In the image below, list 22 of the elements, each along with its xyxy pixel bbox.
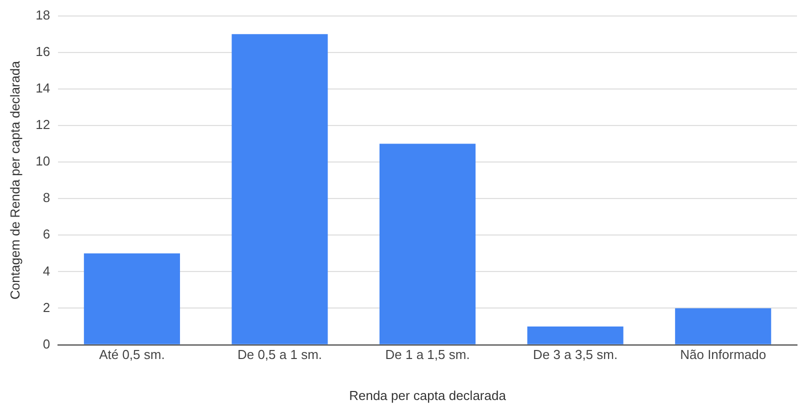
y-tick-label: 18 bbox=[36, 7, 50, 22]
y-tick-label: 2 bbox=[42, 300, 50, 315]
x-tick-label: Até 0,5 sm. bbox=[99, 347, 165, 362]
bar bbox=[675, 308, 772, 344]
x-axis-title: Renda per capta declarada bbox=[349, 388, 507, 403]
bar bbox=[380, 144, 476, 344]
x-tick-label: De 3 a 3,5 sm. bbox=[533, 347, 618, 362]
x-tick-label: De 1 a 1,5 sm. bbox=[385, 347, 470, 362]
y-tick-label: 10 bbox=[36, 154, 50, 169]
y-tick-label: 12 bbox=[36, 117, 50, 132]
y-tick-label: 8 bbox=[42, 190, 50, 206]
bar bbox=[232, 34, 328, 344]
y-axis-title: Contagem de Renda per capta declarada bbox=[7, 60, 22, 300]
bar bbox=[527, 326, 624, 344]
y-tick-label: 0 bbox=[42, 336, 50, 352]
x-tick-label: De 0,5 a 1 sm. bbox=[237, 347, 322, 362]
y-tick-label: 14 bbox=[36, 80, 50, 96]
y-tick-label: 16 bbox=[36, 44, 50, 59]
y-tick-label: 6 bbox=[42, 226, 50, 242]
bar bbox=[84, 253, 180, 344]
y-tick-label: 4 bbox=[42, 263, 50, 278]
x-tick-label: Não Informado bbox=[680, 347, 766, 362]
